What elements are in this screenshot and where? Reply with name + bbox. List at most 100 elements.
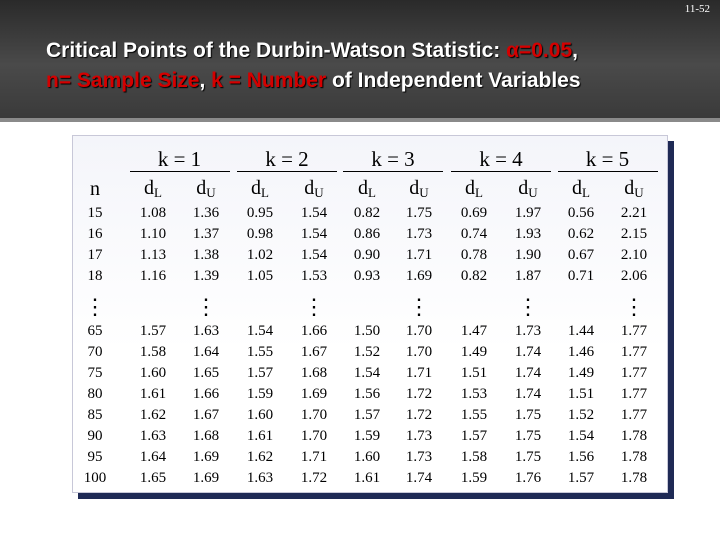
- critical-value: 1.58: [460, 449, 488, 465]
- d-symbol: d: [572, 177, 583, 199]
- critical-value: 1.73: [514, 323, 542, 339]
- dl-column-header: dL: [128, 177, 178, 204]
- critical-value: 1.68: [300, 365, 328, 381]
- n-value: 100: [83, 470, 107, 486]
- d-symbol: d: [304, 177, 315, 199]
- k-header: k = 5: [557, 147, 658, 172]
- critical-value: 2.21: [620, 205, 648, 221]
- critical-value: 1.77: [620, 386, 648, 402]
- critical-value: 1.46: [567, 344, 595, 360]
- critical-value: 0.56: [567, 205, 595, 221]
- critical-value: 0.82: [353, 205, 381, 221]
- critical-value: 1.66: [300, 323, 328, 339]
- critical-value: 1.70: [405, 323, 433, 339]
- critical-value: 1.78: [620, 428, 648, 444]
- critical-value: 1.75: [514, 428, 542, 444]
- critical-value: 1.55: [460, 407, 488, 423]
- title-part: of Independent Variables: [326, 69, 581, 92]
- n-value: 70: [87, 344, 103, 360]
- dw-table: [72, 135, 668, 493]
- critical-value: 1.61: [139, 386, 167, 402]
- critical-value: 0.95: [246, 205, 274, 221]
- n-value: 90: [87, 428, 103, 444]
- critical-value: 1.67: [192, 407, 220, 423]
- critical-value: 1.71: [405, 247, 433, 263]
- critical-value: 1.87: [514, 268, 542, 284]
- critical-value: 1.54: [300, 226, 328, 242]
- critical-value: 1.57: [353, 407, 381, 423]
- k-header: k = 1: [129, 147, 230, 172]
- subscript: L: [582, 185, 590, 200]
- critical-value: 1.51: [460, 365, 488, 381]
- subscript: U: [314, 185, 324, 200]
- critical-value: 1.63: [139, 428, 167, 444]
- du-column-header: dU: [181, 177, 231, 204]
- critical-value: 1.78: [620, 470, 648, 486]
- critical-value: 1.77: [620, 365, 648, 381]
- critical-value: 1.69: [405, 268, 433, 284]
- page-number: 11-52: [684, 3, 710, 15]
- critical-value: 1.60: [139, 365, 167, 381]
- critical-value: 1.69: [192, 449, 220, 465]
- critical-value: 1.66: [192, 386, 220, 402]
- critical-value: 1.70: [300, 428, 328, 444]
- critical-value: 1.76: [514, 470, 542, 486]
- critical-value: 0.71: [567, 268, 595, 284]
- critical-value: 0.90: [353, 247, 381, 263]
- critical-value: 1.16: [139, 268, 167, 284]
- critical-value: 1.54: [300, 205, 328, 221]
- critical-value: 1.56: [353, 386, 381, 402]
- du-column-header: dU: [394, 177, 444, 204]
- critical-value: 1.63: [192, 323, 220, 339]
- critical-value: 1.72: [405, 386, 433, 402]
- critical-value: 1.77: [620, 323, 648, 339]
- n-value: 80: [87, 386, 103, 402]
- critical-value: 1.73: [405, 226, 433, 242]
- critical-value: 1.60: [246, 407, 274, 423]
- critical-value: 1.39: [192, 268, 220, 284]
- ellipsis: ⋮: [84, 294, 106, 319]
- k-header: k = 4: [451, 147, 551, 172]
- header-rule: [0, 118, 720, 122]
- critical-value: 1.72: [300, 470, 328, 486]
- critical-value: 1.52: [353, 344, 381, 360]
- critical-value: 1.49: [460, 344, 488, 360]
- dl-column-header: dL: [449, 177, 499, 204]
- critical-value: 1.52: [567, 407, 595, 423]
- critical-value: 1.44: [567, 323, 595, 339]
- k-header: k = 2: [237, 147, 337, 172]
- slide-header: 11-52 Critical Points of the Durbin-Wats…: [0, 0, 720, 118]
- dl-column-header: dL: [235, 177, 285, 204]
- critical-value: 1.61: [353, 470, 381, 486]
- d-symbol: d: [624, 177, 635, 199]
- critical-value: 0.82: [460, 268, 488, 284]
- critical-value: 1.65: [139, 470, 167, 486]
- title-part: k = Number: [211, 69, 327, 92]
- critical-value: 1.56: [567, 449, 595, 465]
- title-part: ,: [199, 69, 212, 92]
- critical-value: 1.54: [246, 323, 274, 339]
- du-column-header: dU: [503, 177, 553, 204]
- critical-value: 1.59: [353, 428, 381, 444]
- critical-value: 1.02: [246, 247, 274, 263]
- critical-value: 1.54: [567, 428, 595, 444]
- critical-value: 1.68: [192, 428, 220, 444]
- critical-value: 1.05: [246, 268, 274, 284]
- n-value: 75: [87, 365, 103, 381]
- critical-value: 1.64: [139, 449, 167, 465]
- critical-value: 1.93: [514, 226, 542, 242]
- critical-value: 2.15: [620, 226, 648, 242]
- subscript: L: [154, 185, 162, 200]
- slide-title: Critical Points of the Durbin-Watson Sta…: [46, 36, 706, 96]
- critical-value: 1.08: [139, 205, 167, 221]
- critical-value: 1.53: [300, 268, 328, 284]
- critical-value: 1.37: [192, 226, 220, 242]
- critical-value: 1.54: [353, 365, 381, 381]
- critical-value: 1.55: [246, 344, 274, 360]
- subscript: U: [206, 185, 216, 200]
- n-value: 95: [87, 449, 103, 465]
- critical-value: 0.67: [567, 247, 595, 263]
- critical-value: 1.65: [192, 365, 220, 381]
- ellipsis: ⋮: [303, 294, 325, 319]
- ellipsis: ⋮: [517, 294, 539, 319]
